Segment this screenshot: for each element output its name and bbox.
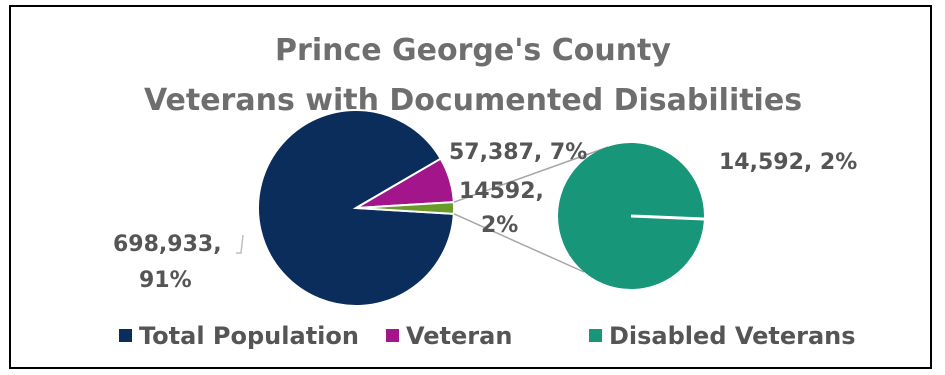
main-pie bbox=[257, 109, 456, 307]
legend-label-veteran: Veteran bbox=[406, 322, 512, 350]
legend-swatch-veteran bbox=[386, 329, 399, 342]
data-label-other-line-1: 14592, bbox=[459, 179, 544, 204]
legend-label-total-population: Total Population bbox=[139, 322, 359, 350]
chart-title-line-2: Veterans with Documented Disabilities bbox=[144, 83, 802, 118]
legend-swatch-disabled-veterans bbox=[589, 329, 602, 342]
data-label-veteran: 57,387, 7% bbox=[449, 140, 587, 165]
pie-chart: Prince George's County Veterans with Doc… bbox=[113, 33, 857, 350]
legend-label-disabled-veterans: Disabled Veterans bbox=[609, 322, 856, 350]
chart-title: Prince George's County Veterans with Doc… bbox=[144, 33, 802, 118]
data-label-total-population: 698,933, 91% bbox=[113, 232, 229, 293]
data-label-total-population-line-2: 91% bbox=[139, 268, 192, 293]
secondary-pie bbox=[558, 143, 705, 289]
leader-line-total-population bbox=[236, 234, 244, 254]
data-label-other: 14592, 2% bbox=[459, 179, 552, 238]
data-labels: 698,933, 91% 57,387, 7% 14592, 2% 14,592… bbox=[113, 140, 857, 293]
data-label-other-line-2: 2% bbox=[481, 213, 518, 238]
legend: Total Population Veteran Disabled Vetera… bbox=[119, 322, 856, 350]
chart-title-line-1: Prince George's County bbox=[275, 33, 671, 68]
connector-line-bottom bbox=[453, 213, 585, 273]
data-label-total-population-line-1: 698,933, bbox=[113, 232, 222, 257]
data-label-disabled-veterans: 14,592, 2% bbox=[719, 150, 857, 175]
connector-line-top bbox=[453, 146, 609, 203]
secondary-pie-divider bbox=[630, 214, 705, 221]
pie-connector-lines bbox=[453, 146, 609, 273]
legend-swatch-total-population bbox=[119, 329, 132, 342]
chart-frame: Prince George's County Veterans with Doc… bbox=[9, 5, 932, 369]
pie-slice-other bbox=[355, 201, 456, 215]
